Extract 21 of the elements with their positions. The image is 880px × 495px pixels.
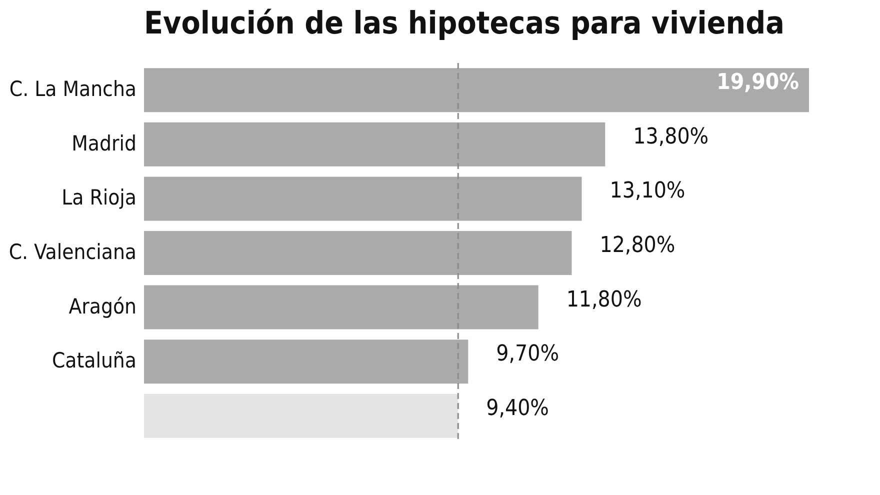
data-label: 9,70% <box>496 342 560 367</box>
y-tick-label: Aragón <box>68 294 136 318</box>
chart-title: Evolución de las hipotecas para vivienda <box>144 5 784 42</box>
bar <box>144 176 582 221</box>
bar <box>144 68 809 112</box>
data-label: 13,80% <box>633 124 709 150</box>
y-tick-label: C. La Mancha <box>9 77 136 102</box>
data-label: 19,90% <box>716 70 800 96</box>
y-tick-label: Madrid <box>72 131 136 156</box>
bar <box>144 231 572 275</box>
bar <box>144 122 606 166</box>
data-label: 13,10% <box>610 178 686 204</box>
data-label: 12,80% <box>600 233 676 258</box>
bar <box>144 394 458 438</box>
y-tick-label: La Rioja <box>62 186 136 210</box>
bar <box>144 340 468 384</box>
y-tick-label: C. Valenciana <box>8 240 136 264</box>
data-label: 9,40% <box>486 396 549 421</box>
bar <box>144 285 538 330</box>
y-tick-label: Cataluña <box>52 348 136 373</box>
data-label: 11,80% <box>566 287 642 312</box>
